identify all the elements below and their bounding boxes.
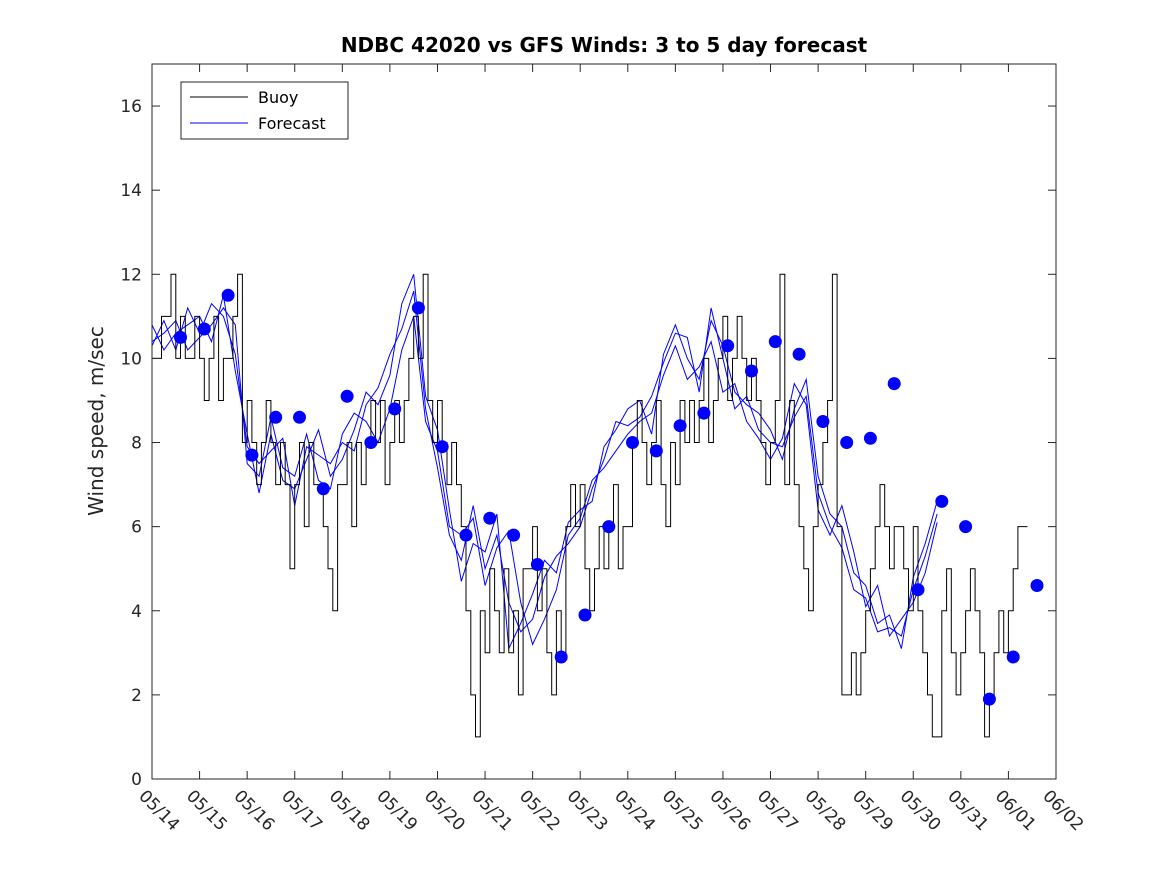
forecast-marker xyxy=(721,339,735,353)
forecast-line-1 xyxy=(152,307,938,646)
forecast-marker xyxy=(911,583,925,597)
forecast-line-3 xyxy=(152,290,938,637)
forecast-line-2 xyxy=(152,274,938,651)
forecast-marker xyxy=(483,511,497,525)
forecast-marker xyxy=(411,301,425,315)
y-tick-label: 6 xyxy=(131,518,142,538)
forecast-marker xyxy=(435,440,449,454)
y-axis-label: Wind speed, m/sec xyxy=(84,326,108,516)
forecast-marker xyxy=(174,330,187,344)
legend-forecast-label: Forecast xyxy=(258,114,326,133)
y-axis: 0 2 4 6 8 10 12 14 16 xyxy=(120,97,1056,790)
forecast-marker xyxy=(1030,579,1044,592)
legend-buoy-label: Buoy xyxy=(258,88,298,107)
forecast-marker xyxy=(935,494,949,508)
forecast-marker xyxy=(554,650,568,664)
y-tick-label: 14 xyxy=(120,181,142,201)
forecast-marker xyxy=(507,528,521,542)
forecast-marker xyxy=(459,528,473,542)
forecast-marker xyxy=(364,436,378,449)
chart-title: NDBC 42020 vs GFS Winds: 3 to 5 day fore… xyxy=(341,33,868,57)
y-tick-label: 8 xyxy=(131,434,142,454)
forecast-marker xyxy=(840,436,854,449)
legend: Buoy Forecast xyxy=(180,81,349,140)
forecast-marker xyxy=(982,692,996,706)
forecast-marker xyxy=(197,322,211,336)
forecast-marker xyxy=(863,431,877,445)
forecast-marker xyxy=(340,389,354,403)
plot-area xyxy=(151,63,1057,780)
forecast-marker xyxy=(697,406,711,420)
y-tick-label: 12 xyxy=(120,265,142,285)
forecast-marker xyxy=(745,364,758,378)
forecast-marker xyxy=(245,448,259,462)
y-tick-label: 4 xyxy=(131,602,142,622)
forecast-marker xyxy=(792,347,806,361)
forecast-marker xyxy=(602,520,616,534)
series-layer xyxy=(152,273,1028,738)
forecast-marker xyxy=(578,608,592,622)
forecast-marker xyxy=(221,288,235,302)
forecast-marker xyxy=(649,444,663,458)
marker-layer xyxy=(174,288,1044,706)
plot-frame xyxy=(151,63,1057,780)
forecast-marker xyxy=(530,558,544,571)
forecast-marker xyxy=(673,419,687,433)
forecast-marker xyxy=(269,410,283,424)
forecast-marker xyxy=(293,410,306,424)
forecast-marker xyxy=(1006,650,1020,664)
forecast-marker xyxy=(316,482,330,496)
forecast-marker xyxy=(768,335,782,349)
forecast-marker xyxy=(388,402,402,416)
buoy-line xyxy=(152,273,1028,738)
y-tick-label: 0 xyxy=(131,770,142,790)
y-tick-label: 16 xyxy=(120,97,142,117)
forecast-marker xyxy=(626,436,639,449)
y-tick-label: 10 xyxy=(120,349,142,369)
forecast-marker xyxy=(887,377,901,391)
y-tick-label: 2 xyxy=(131,686,142,706)
forecast-marker xyxy=(959,520,973,534)
forecast-marker xyxy=(816,415,830,428)
legend-box xyxy=(180,81,349,140)
